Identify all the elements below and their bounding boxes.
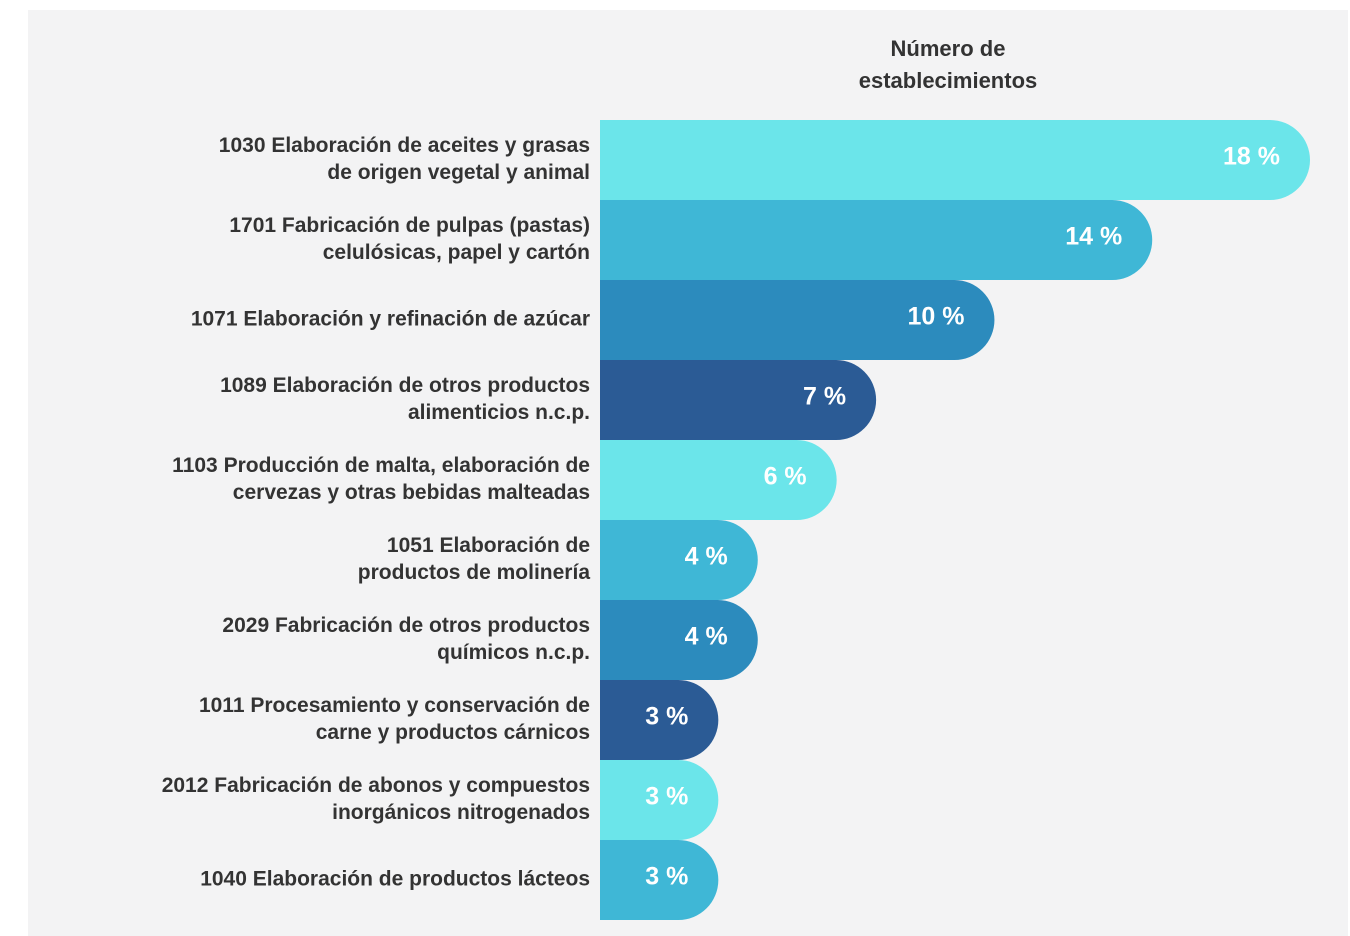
category-label: 1103 Producción de malta, elaboración de bbox=[172, 454, 590, 477]
category-label: 1071 Elaboración y refinación de azúcar bbox=[191, 308, 590, 331]
bar bbox=[600, 600, 758, 680]
category-label: alimenticios n.c.p. bbox=[408, 401, 590, 424]
category-label: 1030 Elaboración de aceites y grasas bbox=[219, 134, 590, 157]
category-label: 1040 Elaboración de productos lácteos bbox=[200, 868, 590, 891]
category-label: celulósicas, papel y cartón bbox=[323, 241, 590, 264]
value-label: 4 % bbox=[685, 623, 728, 651]
value-label: 6 % bbox=[764, 463, 807, 491]
bar bbox=[600, 120, 1310, 200]
value-label: 14 % bbox=[1065, 223, 1122, 251]
bar bbox=[600, 840, 719, 920]
category-label: 1701 Fabricación de pulpas (pastas) bbox=[229, 214, 590, 237]
category-label: 1011 Procesamiento y conservación de bbox=[199, 694, 590, 717]
bar bbox=[600, 680, 719, 760]
value-label: 3 % bbox=[645, 863, 688, 891]
bar bbox=[600, 520, 758, 600]
bar bbox=[600, 440, 837, 520]
bar bbox=[600, 760, 719, 840]
category-label: 1051 Elaboración de bbox=[387, 534, 590, 557]
category-label: de origen vegetal y animal bbox=[327, 161, 590, 184]
category-label: cervezas y otras bebidas malteadas bbox=[233, 481, 590, 504]
bar bbox=[600, 360, 877, 440]
chart-title: Número de bbox=[891, 36, 1006, 61]
bar bbox=[600, 200, 1153, 280]
value-label: 3 % bbox=[645, 703, 688, 731]
category-label: inorgánicos nitrogenados bbox=[332, 801, 590, 824]
chart-title: establecimientos bbox=[859, 68, 1038, 93]
category-label: carne y productos cárnicos bbox=[316, 721, 590, 744]
value-label: 3 % bbox=[645, 783, 688, 811]
value-label: 18 % bbox=[1223, 143, 1280, 171]
value-label: 10 % bbox=[907, 303, 964, 331]
category-label: 2029 Fabricación de otros productos bbox=[222, 614, 590, 637]
value-label: 4 % bbox=[685, 543, 728, 571]
category-label: 1089 Elaboración de otros productos bbox=[220, 374, 590, 397]
bar bbox=[600, 280, 995, 360]
category-label: productos de molinería bbox=[358, 561, 591, 584]
category-label: químicos n.c.p. bbox=[437, 641, 590, 664]
category-label: 2012 Fabricación de abonos y compuestos bbox=[162, 774, 590, 797]
value-label: 7 % bbox=[803, 383, 846, 411]
